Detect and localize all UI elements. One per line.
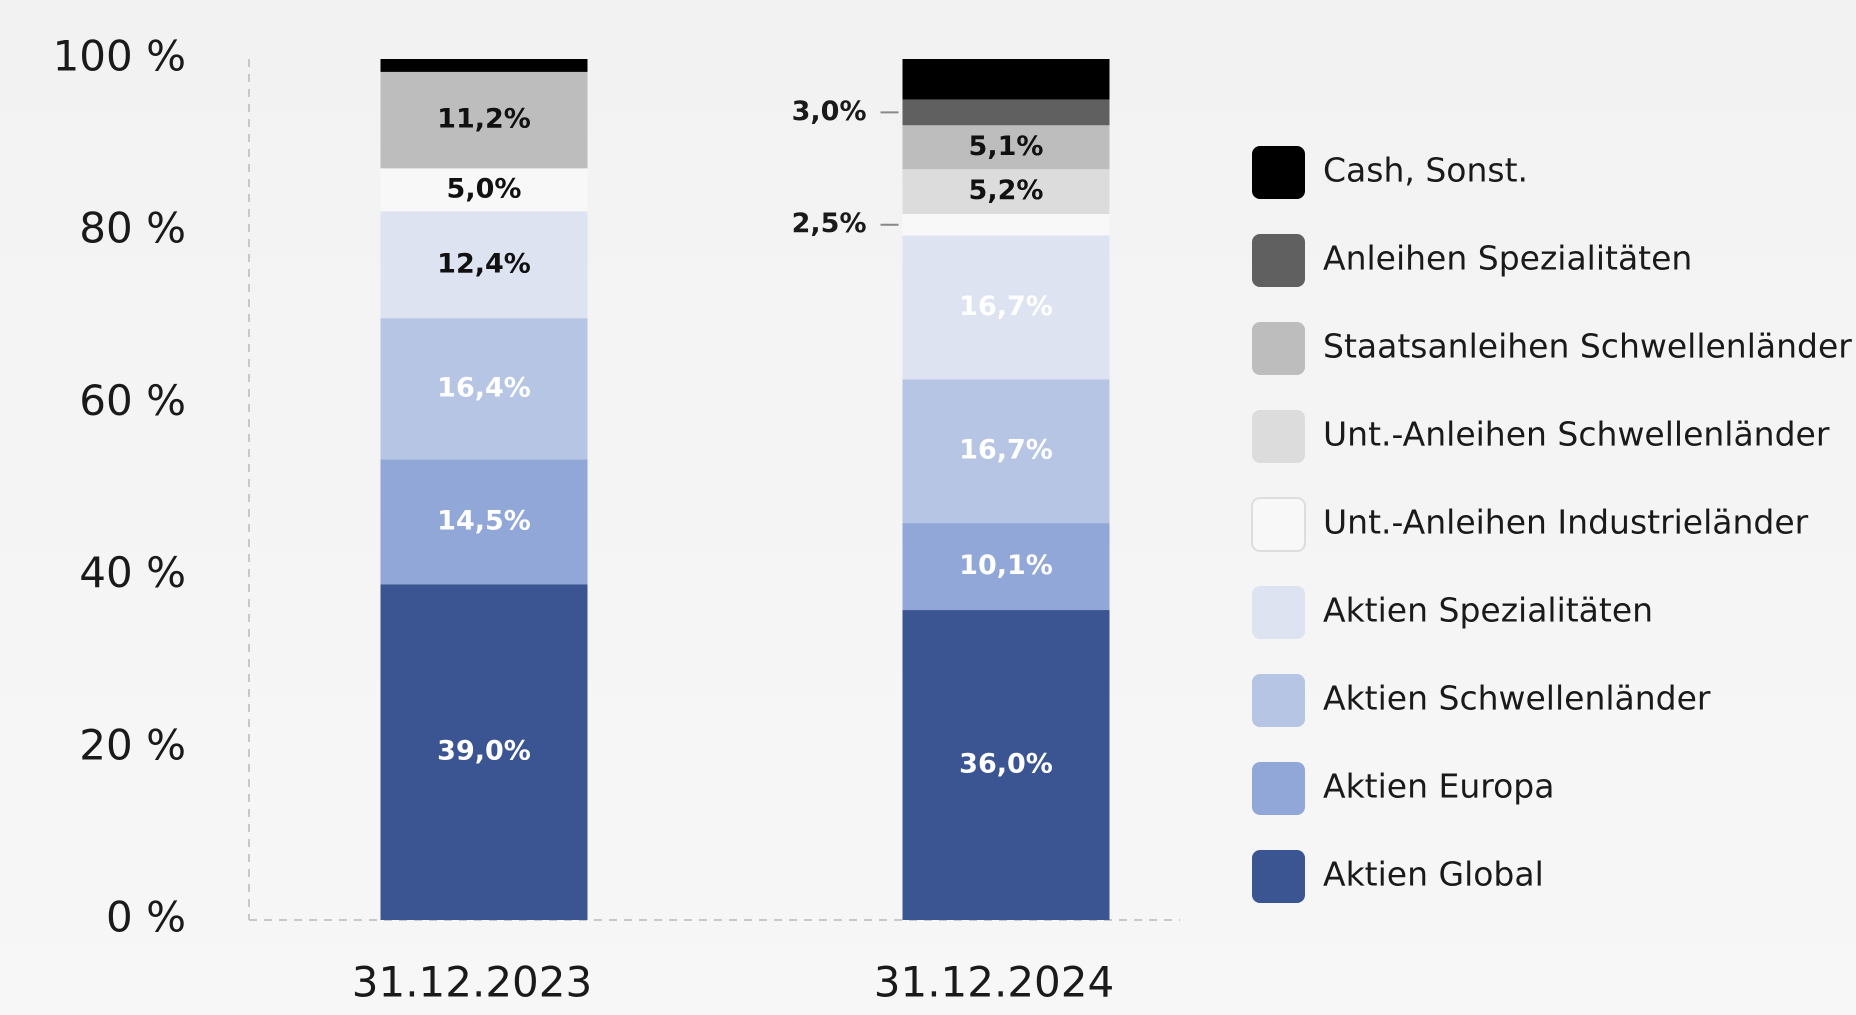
bar-segment <box>380 59 588 72</box>
y-tick-label: 20 % <box>79 720 186 769</box>
data-label: 2,5% <box>792 208 867 239</box>
legend-label: Staatsanleihen Schwellenländer <box>1323 327 1852 366</box>
data-label: 36,0% <box>959 749 1053 780</box>
bar-segment <box>902 125 1110 170</box>
legend-swatch <box>1252 762 1305 815</box>
legend-swatch <box>1252 146 1305 199</box>
bar-segment <box>380 584 588 920</box>
data-label: 11,2% <box>437 104 531 135</box>
bar-segment <box>902 99 1110 126</box>
bar-segment <box>902 379 1110 524</box>
y-tick-label: 40 % <box>79 548 186 597</box>
data-label: 12,4% <box>437 248 531 279</box>
legend-swatch <box>1252 850 1305 903</box>
bar-segment <box>380 318 588 460</box>
data-label: 39,0% <box>437 736 531 767</box>
legend-label: Cash, Sonst. <box>1323 151 1528 190</box>
data-label: 14,5% <box>437 505 531 536</box>
x-tick-label: 31.12.2023 <box>352 958 592 1007</box>
legend-swatch <box>1252 674 1305 727</box>
legend-swatch <box>1252 234 1305 287</box>
legend-swatch <box>1251 497 1306 552</box>
legend-label: Aktien Global <box>1323 855 1544 894</box>
data-label: 5,1% <box>969 131 1044 162</box>
legend-swatch <box>1252 322 1305 375</box>
bar-segment <box>902 523 1110 611</box>
bar-segment <box>902 169 1110 214</box>
data-label: 3,0% <box>792 96 867 127</box>
y-tick-label: 100 % <box>53 32 186 81</box>
y-tick-label: 0 % <box>106 893 186 942</box>
y-tick-label: 80 % <box>79 204 186 253</box>
data-label: 16,7% <box>959 435 1053 466</box>
bar-segment <box>380 211 588 319</box>
bar-segment <box>902 59 1110 100</box>
legend-swatch <box>1252 586 1305 639</box>
data-label: 5,2% <box>969 175 1044 206</box>
data-label: 10,1% <box>959 550 1053 581</box>
y-tick-label: 60 % <box>79 376 186 425</box>
legend-label: Unt.-Anleihen Schwellenländer <box>1323 415 1830 454</box>
bar-segment <box>902 610 1110 920</box>
bar-segment <box>902 213 1110 236</box>
legend-swatch <box>1252 410 1305 463</box>
bar-segment <box>380 168 588 212</box>
data-label: 5,0% <box>447 173 522 204</box>
legend-label: Unt.-Anleihen Industrieländer <box>1323 503 1809 542</box>
data-label: 16,7% <box>959 291 1053 322</box>
bar-segment <box>902 235 1110 380</box>
legend-label: Aktien Europa <box>1323 767 1554 806</box>
bar-segment <box>380 459 588 585</box>
legend-label: Aktien Spezialitäten <box>1323 591 1653 630</box>
x-tick-label: 31.12.2024 <box>874 958 1114 1007</box>
legend-label: Anleihen Spezialitäten <box>1323 239 1692 278</box>
data-label: 16,4% <box>437 372 531 403</box>
legend-label: Aktien Schwellenländer <box>1323 679 1711 718</box>
bar-segment <box>380 71 588 169</box>
